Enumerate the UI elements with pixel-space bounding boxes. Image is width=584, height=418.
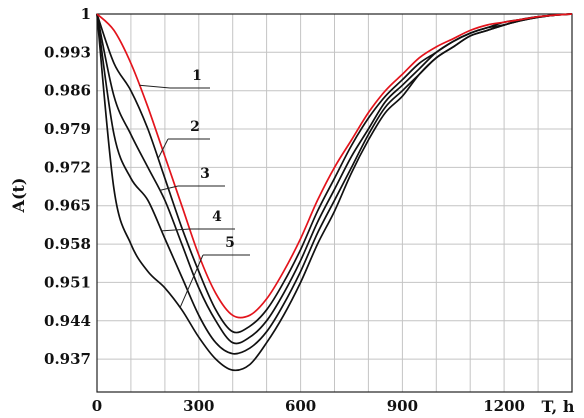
curve-label-1: 1 <box>192 68 202 84</box>
series-line-1 <box>96 13 573 319</box>
x-axis-label: T, h <box>542 397 575 416</box>
curve-label-4: 4 <box>212 209 222 225</box>
plot-frame <box>96 13 573 393</box>
grid <box>97 13 572 392</box>
y-axis-label: A(t) <box>9 178 28 214</box>
series-line-2 <box>96 13 573 334</box>
leader-layer: 1 2 3 45 <box>139 68 250 308</box>
curve-label-5: 5 <box>225 235 235 251</box>
y-tick-label: 0.958 <box>44 235 91 253</box>
x-tick-labels: 0 300 600 900 1200 <box>92 397 525 415</box>
y-tick-label: 0.951 <box>44 273 91 291</box>
y-tick-labels: 1 0.993 0.986 0.979 0.972 0.965 0.958 0.951 0.94… <box>44 5 91 368</box>
leader-line <box>157 138 169 159</box>
y-tick-label: 0.944 <box>44 312 91 330</box>
leader-line <box>159 185 179 191</box>
y-tick-label: 0.979 <box>44 120 91 138</box>
series-line-4 <box>96 13 573 355</box>
y-tick-label: 0.965 <box>44 197 91 215</box>
y-tick-label: 0.986 <box>44 82 91 100</box>
series-layer <box>96 13 573 372</box>
curve-label-2: 2 <box>190 119 200 135</box>
y-tick-label: 0.972 <box>44 158 91 176</box>
y-tick-label: 1 <box>81 5 91 23</box>
leader-line <box>139 84 171 89</box>
curve-label-3: 3 <box>200 166 210 182</box>
x-tick-label: 900 <box>387 397 418 415</box>
x-tick-label: 1200 <box>483 397 525 415</box>
y-tick-label: 0.993 <box>44 43 91 61</box>
x-tick-label: 300 <box>183 397 214 415</box>
x-tick-label: 0 <box>92 397 102 415</box>
leader-line <box>161 228 191 232</box>
y-tick-label: 0.937 <box>44 350 91 368</box>
x-tick-label: 600 <box>285 397 316 415</box>
leader-line <box>179 254 204 308</box>
